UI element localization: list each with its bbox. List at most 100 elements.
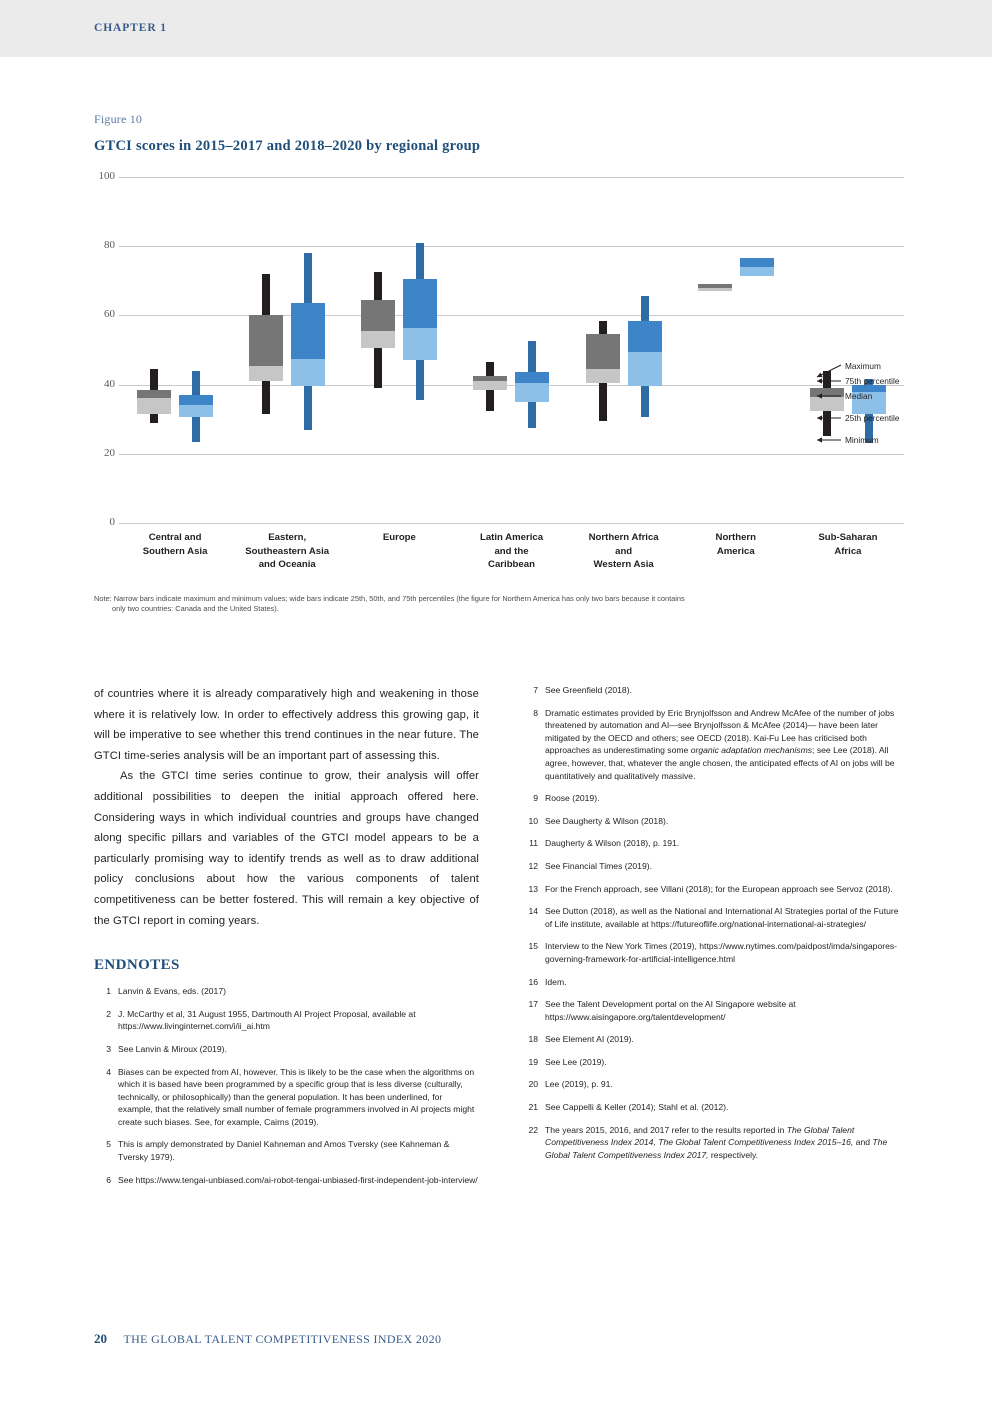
endnote-number: 14 xyxy=(528,906,538,917)
endnote-text: Interview to the New York Times (2019), … xyxy=(545,941,898,964)
endnote-number: 8 xyxy=(533,707,538,718)
endnote-item: 1 Lanvin & Evans, eds. (2017) xyxy=(94,985,479,998)
endnote-number: 22 xyxy=(528,1124,538,1135)
endnote-item: 7 See Greenfield (2018). xyxy=(521,684,906,697)
box-lower-quartile xyxy=(851,391,886,414)
endnote-number: 18 xyxy=(528,1034,538,1045)
endnote-item: 8 Dramatic estimates provided by Eric Bry… xyxy=(521,707,906,783)
box-upper-quartile xyxy=(627,320,662,352)
endnote-text: See the Talent Development portal on the… xyxy=(545,999,796,1022)
endnote-text: See Greenfield (2018). xyxy=(545,685,632,695)
endnote-text: Idem. xyxy=(545,976,567,987)
figure-note-line1: Note: Narrow bars indicate maximum and m… xyxy=(94,594,685,603)
chart-group: Latin America and the Caribbean xyxy=(455,177,567,570)
endnote-item: 20 Lee (2019), p. 91. xyxy=(521,1078,906,1091)
endnote-text: See Dutton (2018), as well as the Nation… xyxy=(545,906,899,929)
x-axis-label-line: Eastern, xyxy=(268,532,307,543)
endnote-text: See Daugherty & Wilson (2018). xyxy=(545,815,669,826)
endnote-text: For the French approach, see Villani (20… xyxy=(545,883,893,894)
box-plot-bar xyxy=(515,177,550,523)
endnote-number: 5 xyxy=(106,1139,111,1150)
endnote-number: 6 xyxy=(106,1174,111,1185)
endnote-italic: The Global Talent Competitiveness Index … xyxy=(545,1124,855,1148)
endnote-item: 13 For the French approach, see Villani (… xyxy=(521,883,906,896)
gridline xyxy=(119,315,904,317)
box-plot-bar xyxy=(809,177,844,523)
box-plot-bar xyxy=(361,177,396,523)
page-number: 20 xyxy=(94,1331,107,1346)
endnote-item: 4 Biases can be expected from AI, however… xyxy=(94,1066,479,1129)
box-lower-quartile xyxy=(585,369,620,383)
x-axis-label-line: Europe xyxy=(382,532,416,543)
y-axis-tick-label: 100 xyxy=(98,170,116,182)
endnote-number: 10 xyxy=(528,815,538,826)
x-axis-category-label: Eastern, Southeastern Asia and Oceania xyxy=(212,531,362,572)
x-axis-category-label: Latin America and the Caribbean xyxy=(437,531,587,572)
x-axis-category-label: Sub-Saharan Africa xyxy=(773,531,923,558)
box-upper-quartile xyxy=(361,299,396,331)
callout-label-75th-percentile: 75th percentile xyxy=(845,376,900,386)
endnote-item: 5 This is amply demonstrated by Daniel Ka… xyxy=(94,1138,479,1163)
box-lower-quartile xyxy=(291,358,326,387)
endnote-number: 4 xyxy=(106,1066,111,1077)
x-axis-label-line: Western Asia xyxy=(593,559,654,570)
box-upper-quartile xyxy=(403,279,438,328)
box-upper-quartile xyxy=(473,375,508,382)
endnote-item: 15 Interview to the New York Times (2019)… xyxy=(521,940,906,965)
chart-group: Northern Africa and Western Asia xyxy=(568,177,680,570)
endnote-text: See https://www.tengai-unbiased.com/ai-r… xyxy=(118,1174,478,1185)
endnote-text: Daugherty & Wilson (2018), p. 191. xyxy=(545,838,680,849)
figure-title: GTCI scores in 2015–2017 and 2018–2020 b… xyxy=(94,138,481,154)
box-upper-quartile xyxy=(515,372,550,383)
x-axis-label-line: Southern Asia xyxy=(142,545,208,557)
chart-group: Northern America xyxy=(680,177,792,557)
callout-label-25th-percentile: 25th percentile xyxy=(845,413,900,423)
endnote-number: 19 xyxy=(528,1056,538,1067)
x-axis-label-line: Sub-Saharan xyxy=(818,532,878,543)
box-upper-quartile xyxy=(179,394,214,406)
box-lower-quartile xyxy=(179,405,214,418)
box-lower-quartile xyxy=(739,266,774,276)
box-plot-bar xyxy=(585,177,620,523)
endnote-number: 12 xyxy=(528,860,538,871)
page-header: CHAPTER 1 xyxy=(0,0,992,57)
endnote-number: 9 xyxy=(533,793,538,804)
endnote-item: 12 See Financial Times (2019). xyxy=(521,860,906,873)
endnote-text: Dramatic estimates provided by Eric Bryn… xyxy=(545,707,895,781)
box-upper-quartile xyxy=(137,389,172,399)
endnotes-list-right: 7 See Greenfield (2018). 8 Dramatic estimat… xyxy=(521,684,906,1161)
paragraph-2: As the GTCI time series continue to grow… xyxy=(94,770,479,927)
endnote-number: 3 xyxy=(106,1043,111,1054)
figure-number: Figure 10 xyxy=(94,112,143,126)
box-plot-bar xyxy=(403,177,438,523)
endnote-item: 2 J. McCarthy et al, 31 August 1955, Dart… xyxy=(94,1008,479,1033)
x-axis-label-line: Northern xyxy=(715,532,757,543)
chart-group: Europe xyxy=(343,177,455,543)
box-plot-bar xyxy=(473,177,508,523)
figure-header: Figure 10 GTCI scores in 2015–2017 and 2… xyxy=(94,112,904,155)
box-lower-quartile xyxy=(697,287,732,292)
endnotes-heading: ENDNOTES xyxy=(94,957,180,974)
endnote-text: Roose (2019). xyxy=(545,793,600,804)
endnote-text: Lee (2019), p. 91. xyxy=(545,1079,613,1090)
endnote-item: 18 See Element AI (2019). xyxy=(521,1033,906,1046)
endnote-text: See Lee (2019). xyxy=(545,1056,607,1067)
endnote-item: 9 Roose (2019). xyxy=(521,792,906,805)
x-axis-label-line: Latin America xyxy=(479,532,544,543)
box-upper-quartile xyxy=(851,384,886,392)
box-lower-quartile xyxy=(627,351,662,387)
endnote-number: 7 xyxy=(533,685,538,695)
callout-label-minimum: Minimum xyxy=(845,435,879,445)
x-axis-label-line: Southeastern Asia xyxy=(245,545,330,557)
x-axis-label-line: Central and xyxy=(148,532,202,543)
x-axis-label-line: America xyxy=(716,545,755,557)
y-axis-tick-label: 60 xyxy=(104,308,115,321)
box-lower-quartile xyxy=(403,327,438,361)
endnote-italic: The Global Talent Competitiveness Index … xyxy=(545,1137,888,1160)
endnote-item: 14 See Dutton (2018), as well as the Nati… xyxy=(521,905,906,930)
box-upper-quartile xyxy=(585,334,620,370)
callout-label-maximum: Maximum xyxy=(845,361,881,371)
endnote-number: 11 xyxy=(529,838,538,849)
footer-title: THE GLOBAL TALENT COMPETITIVENESS INDEX … xyxy=(123,1332,442,1346)
box-upper-quartile xyxy=(249,315,284,366)
